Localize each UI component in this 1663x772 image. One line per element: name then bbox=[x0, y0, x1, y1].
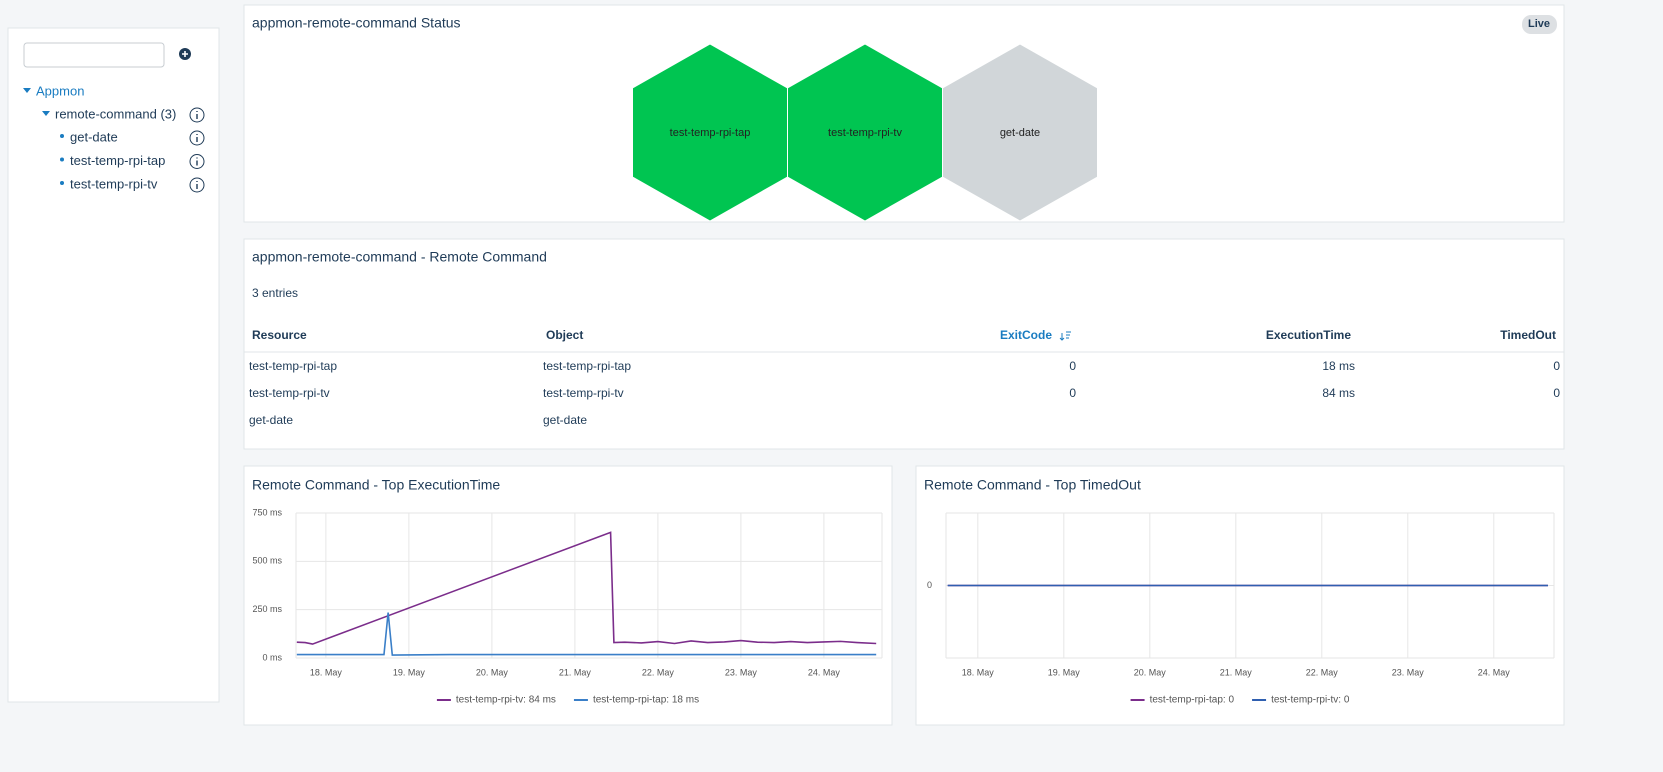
table-cell: test-temp-rpi-tap bbox=[249, 359, 337, 373]
x-tick-label: 23. May bbox=[1392, 667, 1425, 677]
chart-title: Remote Command - Top TimedOut bbox=[924, 477, 1141, 493]
table-cell: 0 bbox=[1553, 386, 1560, 400]
x-tick-label: 19. May bbox=[393, 667, 426, 677]
y-tick-label: 750 ms bbox=[252, 507, 282, 517]
info-icon bbox=[189, 107, 205, 123]
x-tick-label: 19. May bbox=[1048, 667, 1081, 677]
hexagon-label: test-temp-rpi-tap bbox=[670, 127, 751, 139]
column-header[interactable]: Resource bbox=[252, 328, 307, 342]
tree-group[interactable]: remote-command (3) bbox=[55, 106, 176, 121]
sidebar-panel bbox=[7, 27, 220, 703]
legend-label[interactable]: test-temp-rpi-tv: 0 bbox=[1271, 695, 1350, 706]
status-hexagon[interactable] bbox=[942, 43, 1098, 222]
info-icon bbox=[189, 154, 205, 169]
x-tick-label: 22. May bbox=[642, 667, 675, 677]
info-icon bbox=[189, 177, 205, 193]
expand-arrow[interactable] bbox=[42, 111, 50, 116]
x-tick-label: 24. May bbox=[1478, 667, 1511, 677]
table-title: appmon-remote-command - Remote Command bbox=[252, 249, 547, 265]
series-line bbox=[296, 612, 877, 656]
legend-label[interactable]: test-temp-rpi-tap: 18 ms bbox=[593, 695, 699, 706]
x-tick-label: 18. May bbox=[962, 667, 995, 677]
live-badge bbox=[1522, 15, 1557, 34]
column-header[interactable]: TimedOut bbox=[1500, 328, 1556, 342]
info-button[interactable] bbox=[189, 177, 205, 193]
y-tick-label: 500 ms bbox=[252, 556, 282, 566]
tree-dot bbox=[60, 134, 64, 138]
legend-label[interactable]: test-temp-rpi-tap: 0 bbox=[1150, 695, 1235, 706]
x-tick-label: 21. May bbox=[559, 667, 592, 677]
legend: test-temp-rpi-tap: 0 test-temp-rpi-tv: 0 bbox=[1130, 695, 1350, 706]
series-line bbox=[296, 531, 877, 645]
legend-label[interactable]: test-temp-rpi-tv: 84 ms bbox=[456, 695, 556, 706]
table-cell: get-date bbox=[249, 413, 293, 427]
tree-item[interactable]: get-date bbox=[70, 129, 118, 144]
table-cell: 0 bbox=[1069, 386, 1076, 400]
x-tick-label: 20. May bbox=[1134, 667, 1167, 677]
x-tick-label: 22. May bbox=[1306, 667, 1339, 677]
hexagon-label: test-temp-rpi-tv bbox=[828, 127, 902, 139]
chart-panel bbox=[243, 465, 893, 726]
x-tick-label: 23. May bbox=[725, 667, 758, 677]
info-button[interactable] bbox=[189, 107, 205, 123]
tree-item[interactable]: test-temp-rpi-tap bbox=[70, 153, 165, 168]
tree-dot bbox=[60, 157, 64, 162]
info-button[interactable] bbox=[189, 130, 205, 146]
table-cell: test-temp-rpi-tv bbox=[249, 386, 330, 400]
table-panel bbox=[243, 238, 1565, 450]
sort-icon[interactable] bbox=[1059, 331, 1071, 341]
chart-title: Remote Command - Top ExecutionTime bbox=[252, 477, 500, 493]
legend: test-temp-rpi-tv: 84 ms test-temp-rpi-tap… bbox=[436, 695, 699, 706]
x-tick-label: 20. May bbox=[476, 667, 509, 677]
column-header[interactable]: ExecutionTime bbox=[1266, 328, 1351, 342]
table-cell: 18 ms bbox=[1322, 359, 1355, 373]
table-cell: get-date bbox=[543, 413, 587, 427]
search-input[interactable] bbox=[23, 42, 165, 68]
column-header[interactable]: Object bbox=[546, 328, 583, 342]
status-title: appmon-remote-command Status bbox=[252, 15, 461, 31]
tree-root[interactable]: Appmon bbox=[36, 83, 84, 98]
tree-item[interactable]: test-temp-rpi-tv bbox=[70, 176, 158, 191]
info-icon bbox=[189, 130, 205, 146]
table-cell: test-temp-rpi-tv bbox=[543, 386, 624, 400]
hexagon-label: get-date bbox=[1000, 127, 1040, 139]
x-tick-label: 24. May bbox=[808, 667, 841, 677]
x-tick-label: 18. May bbox=[310, 667, 343, 677]
table-cell: 84 ms bbox=[1322, 386, 1355, 400]
info-button[interactable] bbox=[189, 154, 205, 169]
column-header[interactable]: ExitCode bbox=[1000, 328, 1052, 342]
y-tick-label: 0 bbox=[927, 580, 932, 590]
table-cell: test-temp-rpi-tap bbox=[543, 359, 631, 373]
entries-count: 3 entries bbox=[252, 286, 298, 300]
x-tick-label: 21. May bbox=[1220, 667, 1253, 677]
table-cell: 0 bbox=[1069, 359, 1076, 373]
live-badge-text: Live bbox=[1528, 18, 1550, 30]
tree-dot bbox=[60, 181, 64, 185]
add-button[interactable] bbox=[179, 48, 191, 60]
chart-panel bbox=[915, 465, 1565, 726]
expand-arrow[interactable] bbox=[23, 88, 31, 93]
y-tick-label: 0 ms bbox=[262, 652, 282, 662]
y-tick-label: 250 ms bbox=[252, 604, 282, 614]
table-cell: 0 bbox=[1553, 359, 1560, 373]
add-cross bbox=[182, 51, 188, 57]
